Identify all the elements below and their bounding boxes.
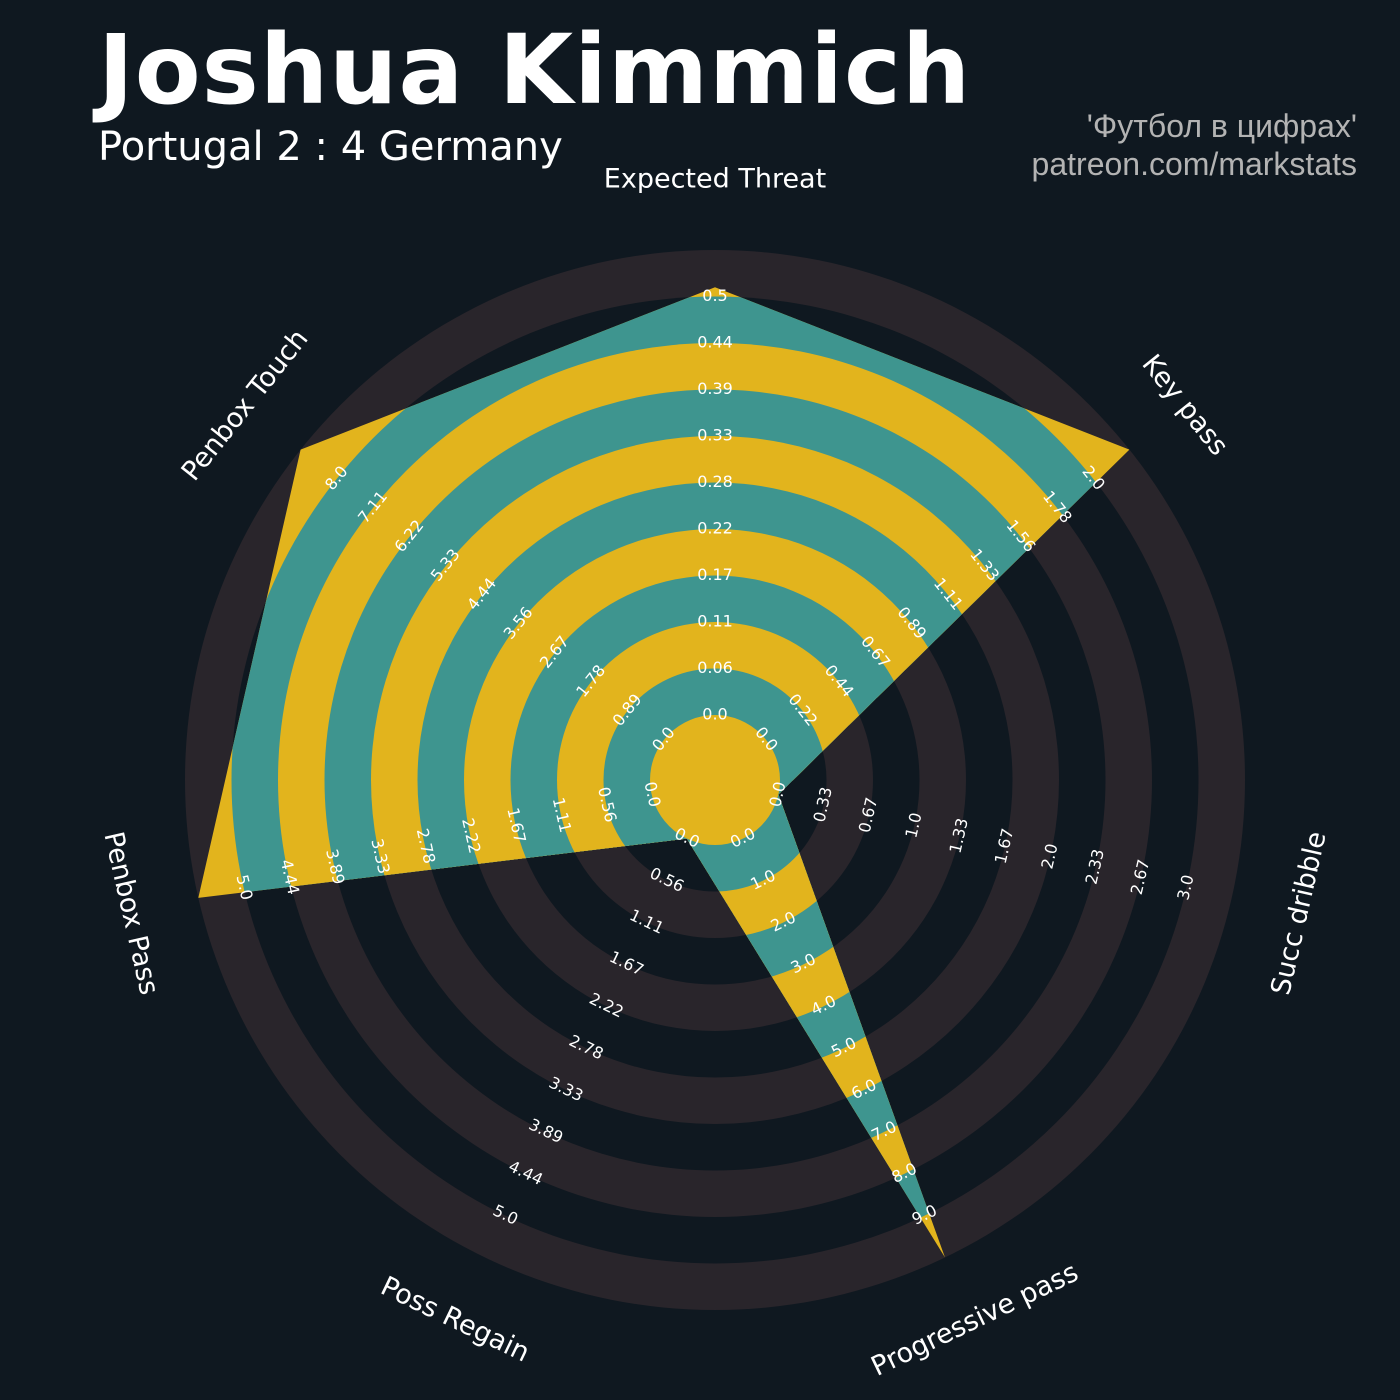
credit-line-patreon: patreon.com/markstats xyxy=(1031,146,1357,182)
tick-label: 0.39 xyxy=(697,379,733,398)
axis-label: Key pass xyxy=(1136,349,1235,462)
match-score-subtitle: Portugal 2 : 4 Germany xyxy=(98,124,563,170)
polygon-center xyxy=(650,715,780,845)
tick-label: 0.44 xyxy=(697,333,733,352)
tick-label: 0.28 xyxy=(697,472,733,491)
tick-label: 0.17 xyxy=(697,565,733,584)
axis-label: Expected Threat xyxy=(604,164,826,195)
tick-label: 0.11 xyxy=(697,612,733,631)
tick-label: 0.5 xyxy=(702,286,727,305)
axis-label: Penbox Pass xyxy=(97,829,164,998)
tick-label: 0.06 xyxy=(697,658,733,677)
axis-label: Succ dribble xyxy=(1265,829,1332,998)
axis-label: Poss Regain xyxy=(376,1271,535,1369)
tick-label: 0.0 xyxy=(702,705,727,724)
credit-line-source: 'Футбол в цифрах' xyxy=(1086,108,1357,144)
tick-label: 0.22 xyxy=(697,519,733,538)
player-name-title: Joshua Kimmich xyxy=(98,14,972,126)
tick-label: 0.33 xyxy=(697,426,733,445)
